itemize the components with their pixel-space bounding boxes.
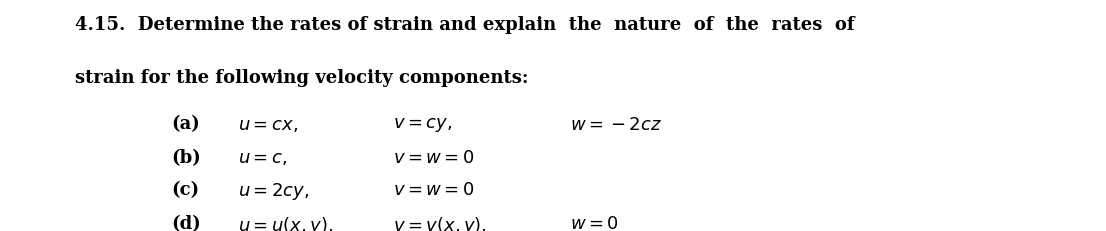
Text: $w = -2cz$: $w = -2cz$ (570, 116, 661, 134)
Text: $u = cx,$: $u = cx,$ (238, 116, 298, 134)
Text: $u = c,$: $u = c,$ (238, 149, 288, 167)
Text: $u = 2cy,$: $u = 2cy,$ (238, 181, 310, 202)
Text: (a): (a) (171, 116, 200, 134)
Text: $v = w = 0$: $v = w = 0$ (393, 149, 474, 167)
Text: $v = cy,$: $v = cy,$ (393, 116, 452, 134)
Text: $v = w = 0$: $v = w = 0$ (393, 181, 474, 199)
Text: strain for the following velocity components:: strain for the following velocity compon… (75, 69, 529, 87)
Text: $u = u(x, y),$: $u = u(x, y),$ (238, 215, 333, 231)
Text: (d): (d) (171, 215, 201, 231)
Text: (c): (c) (171, 181, 199, 199)
Text: 4.15.  Determine the rates of strain and explain  the  nature  of  the  rates  o: 4.15. Determine the rates of strain and … (75, 16, 855, 34)
Text: $v = v(x, y),$: $v = v(x, y),$ (393, 215, 487, 231)
Text: $w = 0$: $w = 0$ (570, 215, 618, 231)
Text: (b): (b) (171, 149, 201, 167)
